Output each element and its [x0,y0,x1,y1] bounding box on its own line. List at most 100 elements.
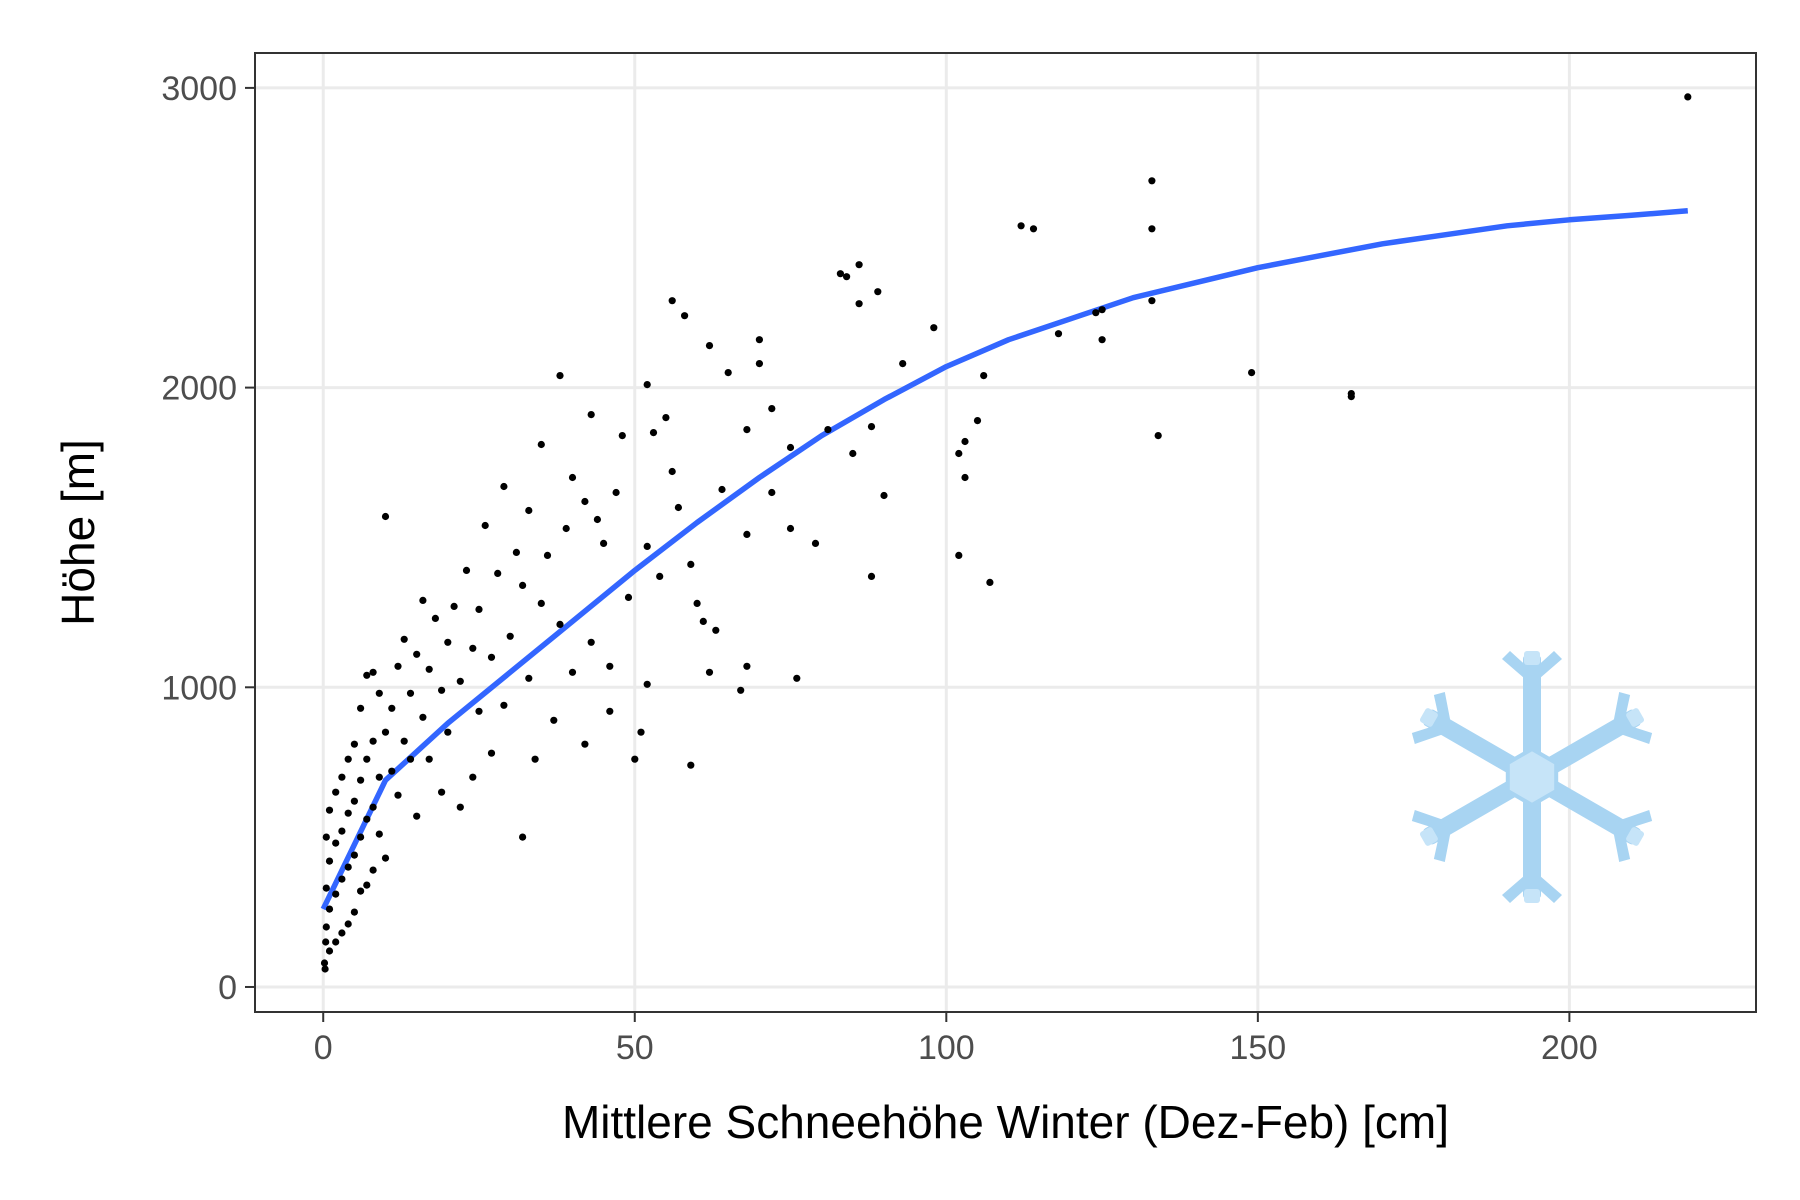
x-axis-title: Mittlere Schneehöhe Winter (Dez-Feb) [cm… [562,1096,1449,1148]
data-point [322,938,330,946]
data-point [674,503,683,512]
data-point [867,572,876,581]
data-point [880,491,888,500]
data-point [332,890,340,898]
data-point [394,662,402,670]
y-tick-label: 2000 [161,370,237,408]
data-point [687,560,695,569]
data-point [581,740,589,748]
data-point [973,417,982,425]
data-point [475,605,483,614]
data-point [369,668,377,676]
data-point [612,488,620,497]
x-tick-label: 0 [314,1029,333,1067]
data-point [400,737,408,745]
data-point [699,617,707,626]
data-point [363,671,371,679]
data-point [718,485,726,494]
data-point [705,668,714,676]
data-point [556,372,564,380]
data-point [568,668,577,676]
data-point [388,767,396,775]
data-point [444,638,452,646]
data-point [419,713,427,721]
data-point [369,737,377,745]
data-point [344,809,352,817]
fit-line-layer [320,208,1689,911]
fit-line [320,208,1689,911]
data-point [321,965,329,973]
x-tick-label: 50 [616,1029,654,1067]
data-point [624,593,633,602]
data-point [500,482,508,491]
data-point [375,689,383,697]
data-point [500,701,508,709]
data-point [325,947,334,955]
data-point [668,467,676,476]
data-point [357,704,365,712]
data-point [369,803,377,811]
data-point [332,788,340,796]
snowflake-arm [1502,651,1562,757]
data-point [469,644,477,652]
snowflake-arm [1502,797,1562,903]
data-point [705,342,714,350]
data-point [874,288,882,296]
data-point [743,530,751,539]
data-point [469,773,477,781]
data-point [381,512,390,521]
data-point [1148,177,1156,185]
data-point [406,755,415,763]
data-point [431,614,439,623]
snowflake-arm [1411,692,1518,774]
data-point [332,938,340,946]
data-point [643,542,651,551]
x-tick-label: 150 [1229,1029,1286,1067]
data-point [519,581,527,590]
data-point [649,429,658,437]
data-point [357,833,365,841]
data-point [444,728,452,736]
data-point [961,473,969,482]
data-point [325,806,334,814]
data-point [550,716,558,724]
data-point [487,653,496,661]
data-point [338,827,346,835]
data-point [487,749,496,757]
data-point [413,650,421,658]
data-point [1092,309,1100,317]
data-point [369,866,377,874]
data-point [568,473,577,482]
data-point [363,755,371,763]
data-point [1148,225,1156,233]
data-point [332,839,340,847]
snowflake-arm [1546,780,1653,862]
x-tick-label: 100 [918,1029,975,1067]
data-point [1017,222,1025,230]
data-point [475,707,483,715]
data-point [593,515,602,524]
data-point [322,923,330,931]
snowflake-center [1505,746,1559,808]
data-point [425,665,433,673]
data-point [375,773,383,781]
data-point [581,497,589,506]
data-point [450,602,458,611]
data-point [687,761,695,769]
data-point [693,599,701,608]
data-point [512,548,521,557]
x-tick-label: 200 [1541,1029,1598,1067]
data-point [637,728,645,736]
data-point [662,414,670,422]
data-point [980,372,988,380]
data-point [986,578,994,587]
data-point [811,539,820,548]
y-axis-title: Höhe [m] [52,439,104,626]
data-point [855,300,863,308]
data-point [643,680,651,688]
gridlines [255,53,1756,1012]
data-point [681,312,689,320]
data-point [793,674,801,682]
